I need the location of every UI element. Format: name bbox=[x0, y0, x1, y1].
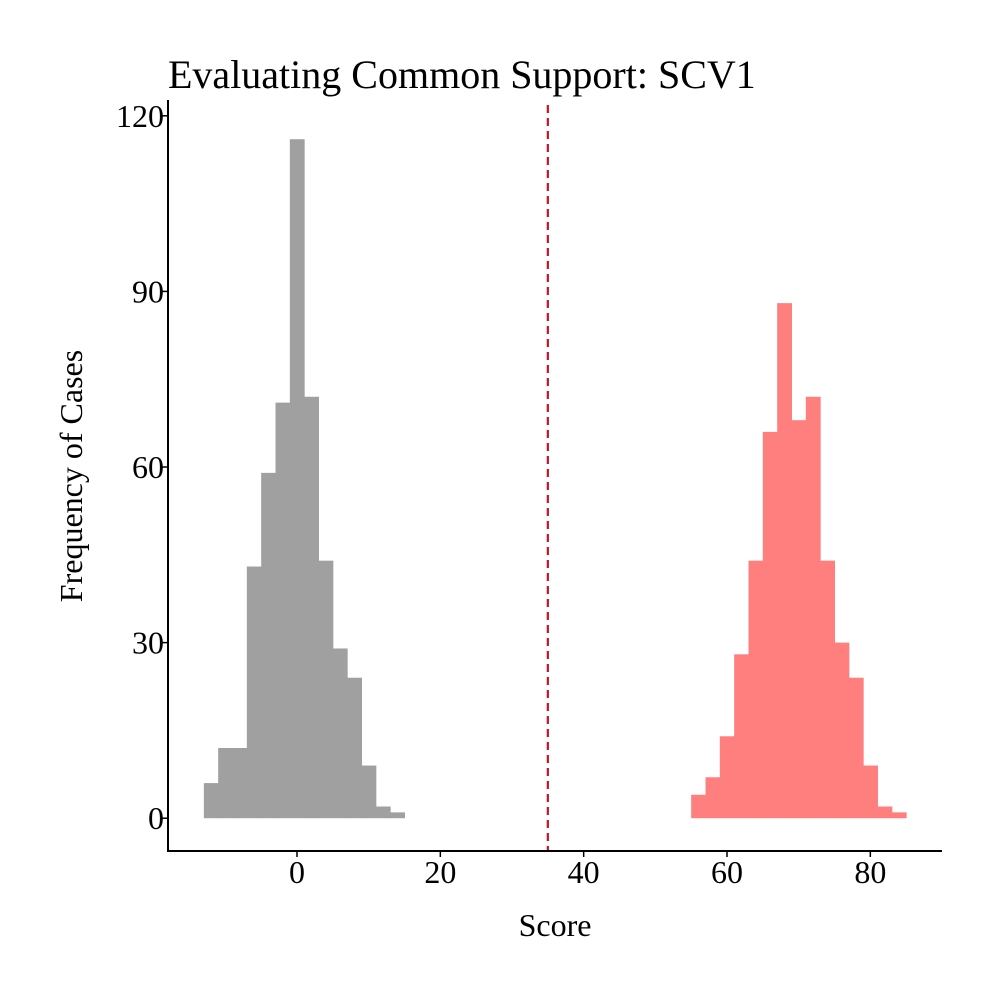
bar-treated-10 bbox=[834, 642, 850, 819]
x-tick-label: 20 bbox=[424, 854, 456, 890]
y-tick-label: 120 bbox=[116, 98, 164, 134]
bar-treated-3 bbox=[734, 654, 749, 819]
y-tick-label: 0 bbox=[148, 800, 164, 836]
bar-treated-1 bbox=[705, 777, 721, 819]
bar-control-11 bbox=[361, 765, 377, 819]
y-axis-label: Frequency of Cases bbox=[53, 350, 89, 602]
bar-treated-12 bbox=[863, 765, 878, 819]
bar-treated-13 bbox=[877, 806, 893, 819]
bar-control-6 bbox=[289, 139, 305, 819]
bar-control-4 bbox=[261, 472, 276, 819]
bar-control-2 bbox=[232, 747, 248, 819]
x-axis-label: Score bbox=[519, 907, 592, 943]
bar-control-1 bbox=[218, 747, 233, 819]
chart-title: Evaluating Common Support: SCV1 bbox=[168, 52, 756, 97]
bar-control-10 bbox=[347, 677, 362, 819]
x-tick-label: 60 bbox=[711, 854, 743, 890]
x-tick-label: 40 bbox=[568, 854, 600, 890]
y-tick-label: 90 bbox=[132, 273, 164, 309]
x-tick-label: 80 bbox=[854, 854, 886, 890]
bar-treated-9 bbox=[820, 560, 835, 819]
bar-control-3 bbox=[246, 566, 262, 819]
x-tick-label: 0 bbox=[289, 854, 305, 890]
bar-control-7 bbox=[304, 396, 319, 819]
bar-treated-14 bbox=[891, 812, 907, 819]
bar-control-8 bbox=[318, 560, 334, 819]
bar-treated-7 bbox=[791, 420, 807, 819]
bar-control-13 bbox=[390, 812, 405, 819]
bar-treated-8 bbox=[805, 396, 821, 819]
y-tick-label: 30 bbox=[132, 625, 164, 661]
bar-treated-2 bbox=[719, 736, 735, 819]
bar-treated-5 bbox=[762, 431, 778, 819]
bar-treated-11 bbox=[848, 677, 864, 819]
bar-treated-0 bbox=[691, 794, 706, 819]
bar-control-9 bbox=[332, 648, 348, 819]
bar-control-0 bbox=[203, 783, 219, 819]
bar-treated-6 bbox=[777, 303, 792, 819]
bar-treated-4 bbox=[748, 560, 764, 819]
bar-control-12 bbox=[375, 806, 391, 819]
bar-control-5 bbox=[275, 402, 291, 819]
y-tick-label: 60 bbox=[132, 449, 164, 485]
